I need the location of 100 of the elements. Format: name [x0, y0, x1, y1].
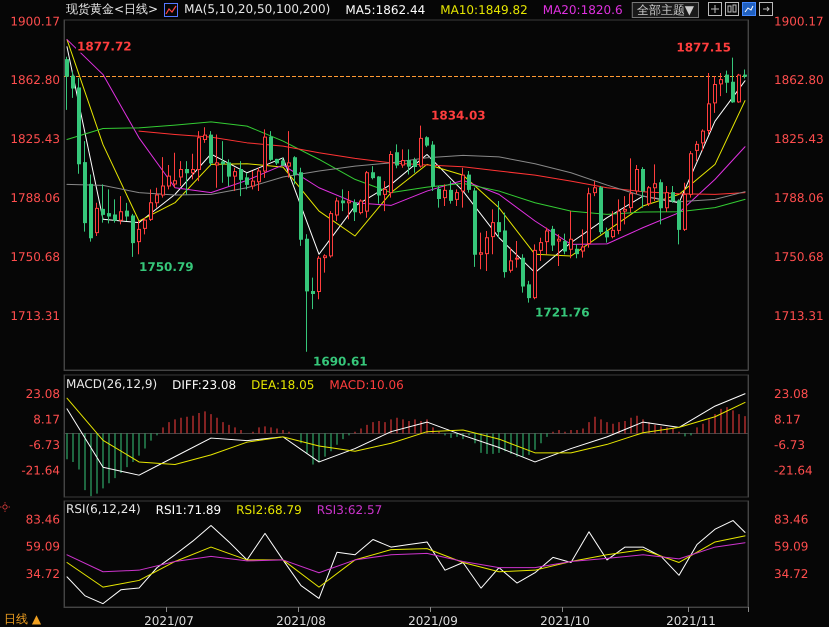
candlestick: [125, 202, 129, 222]
y-tick-label: 1900.17: [10, 14, 60, 28]
y-tick-label: 34.72: [774, 566, 808, 581]
candlestick: [269, 130, 273, 162]
text: RSI2:68.79: [236, 503, 302, 517]
candlestick: [551, 225, 555, 252]
legend-title: MA(5,10,20,50,100,200): [184, 2, 330, 16]
candlestick: [83, 140, 87, 232]
candlestick: [143, 217, 147, 235]
candlestick: [305, 234, 309, 352]
candlestick: [401, 148, 405, 168]
candlestick: [383, 180, 387, 212]
x-tick-label: 2021/08: [276, 614, 326, 627]
line-series: [66, 154, 746, 202]
candlestick: [329, 210, 333, 258]
annotation: 1690.61: [313, 354, 368, 369]
candlestick: [617, 198, 621, 235]
candlestick: [323, 254, 327, 274]
candlestick: [431, 140, 435, 192]
candlestick: [335, 197, 339, 222]
candlestick: [245, 172, 249, 190]
candlestick: [191, 153, 195, 180]
candlestick: [377, 176, 381, 204]
candlestick: [65, 56, 69, 110]
annotation: 1834.03: [431, 108, 486, 123]
y-tick-label: 1750.68: [10, 250, 60, 264]
candlestick: [311, 277, 315, 310]
candlestick: [527, 280, 531, 304]
line-series: [66, 393, 746, 476]
candlestick: [737, 73, 741, 104]
line-series: [66, 520, 746, 604]
y-tick-label: 8.17: [33, 412, 60, 426]
candlestick: [71, 70, 75, 98]
text: MA5:1862.44: [345, 3, 426, 17]
candlestick: [509, 247, 513, 274]
candlestick: [299, 167, 303, 246]
candlestick: [611, 210, 615, 239]
candlestick: [659, 178, 663, 225]
candlestick: [215, 134, 219, 188]
candlestick: [161, 156, 165, 198]
candlestick: [281, 157, 285, 167]
candlestick: [89, 174, 93, 242]
candlestick: [107, 188, 111, 224]
candlestick: [467, 170, 471, 194]
annotation: 1750.79: [139, 260, 194, 274]
candlestick: [239, 160, 243, 197]
candlestick: [641, 166, 645, 208]
candlestick: [695, 140, 699, 162]
candlestick: [443, 184, 447, 207]
y-tick-label: -21.64: [21, 464, 60, 478]
text: MA20:1820.6: [542, 3, 623, 17]
candlestick: [575, 244, 579, 259]
y-tick-label: 1862.80: [10, 73, 60, 88]
candlestick: [557, 234, 561, 266]
candlestick: [623, 196, 627, 225]
x-tick-label: 2021/07: [144, 614, 194, 627]
candlestick: [515, 240, 519, 268]
text: DIFF:23.08: [172, 378, 236, 392]
candlestick: [455, 188, 459, 207]
candlestick: [545, 227, 549, 255]
candlestick: [209, 130, 213, 167]
y-tick-label: 83.46: [774, 512, 808, 526]
candlestick: [227, 158, 231, 187]
candlestick: [497, 200, 501, 238]
candlestick: [221, 140, 225, 184]
candlestick: [599, 186, 603, 235]
candlestick: [533, 244, 537, 300]
candlestick: [479, 232, 483, 270]
candlestick: [341, 188, 345, 212]
series-label: RSI1:71.89: [156, 503, 222, 517]
text: DEA:18.05: [251, 378, 314, 392]
candlestick: [449, 180, 453, 204]
candlestick: [719, 72, 723, 97]
candlestick: [473, 187, 477, 268]
y-tick-label: 59.09: [774, 540, 808, 554]
candlestick: [317, 255, 321, 300]
annotation: 1877.72: [77, 40, 132, 54]
candlestick: [77, 77, 81, 174]
candlestick: [275, 158, 279, 166]
text: 日线 ▲: [4, 612, 42, 626]
candlestick: [671, 186, 675, 204]
candlestick: [521, 254, 525, 294]
line-series: [66, 542, 746, 574]
candlestick: [395, 144, 399, 169]
candlestick: [539, 237, 543, 262]
candlestick: [725, 70, 729, 94]
candlestick: [95, 202, 99, 236]
candlestick: [233, 167, 237, 192]
candlestick: [707, 72, 711, 135]
candlestick: [413, 157, 417, 174]
candlestick: [293, 156, 297, 185]
candlestick: [101, 184, 105, 224]
text: RSI3:62.57: [316, 503, 382, 517]
y-tick-label: 1825.43: [10, 132, 60, 146]
candlestick: [149, 188, 153, 222]
candlestick: [137, 220, 141, 255]
candlestick: [587, 187, 591, 248]
candlestick: [155, 187, 159, 208]
candlestick: [179, 160, 183, 187]
candlestick: [347, 190, 351, 220]
